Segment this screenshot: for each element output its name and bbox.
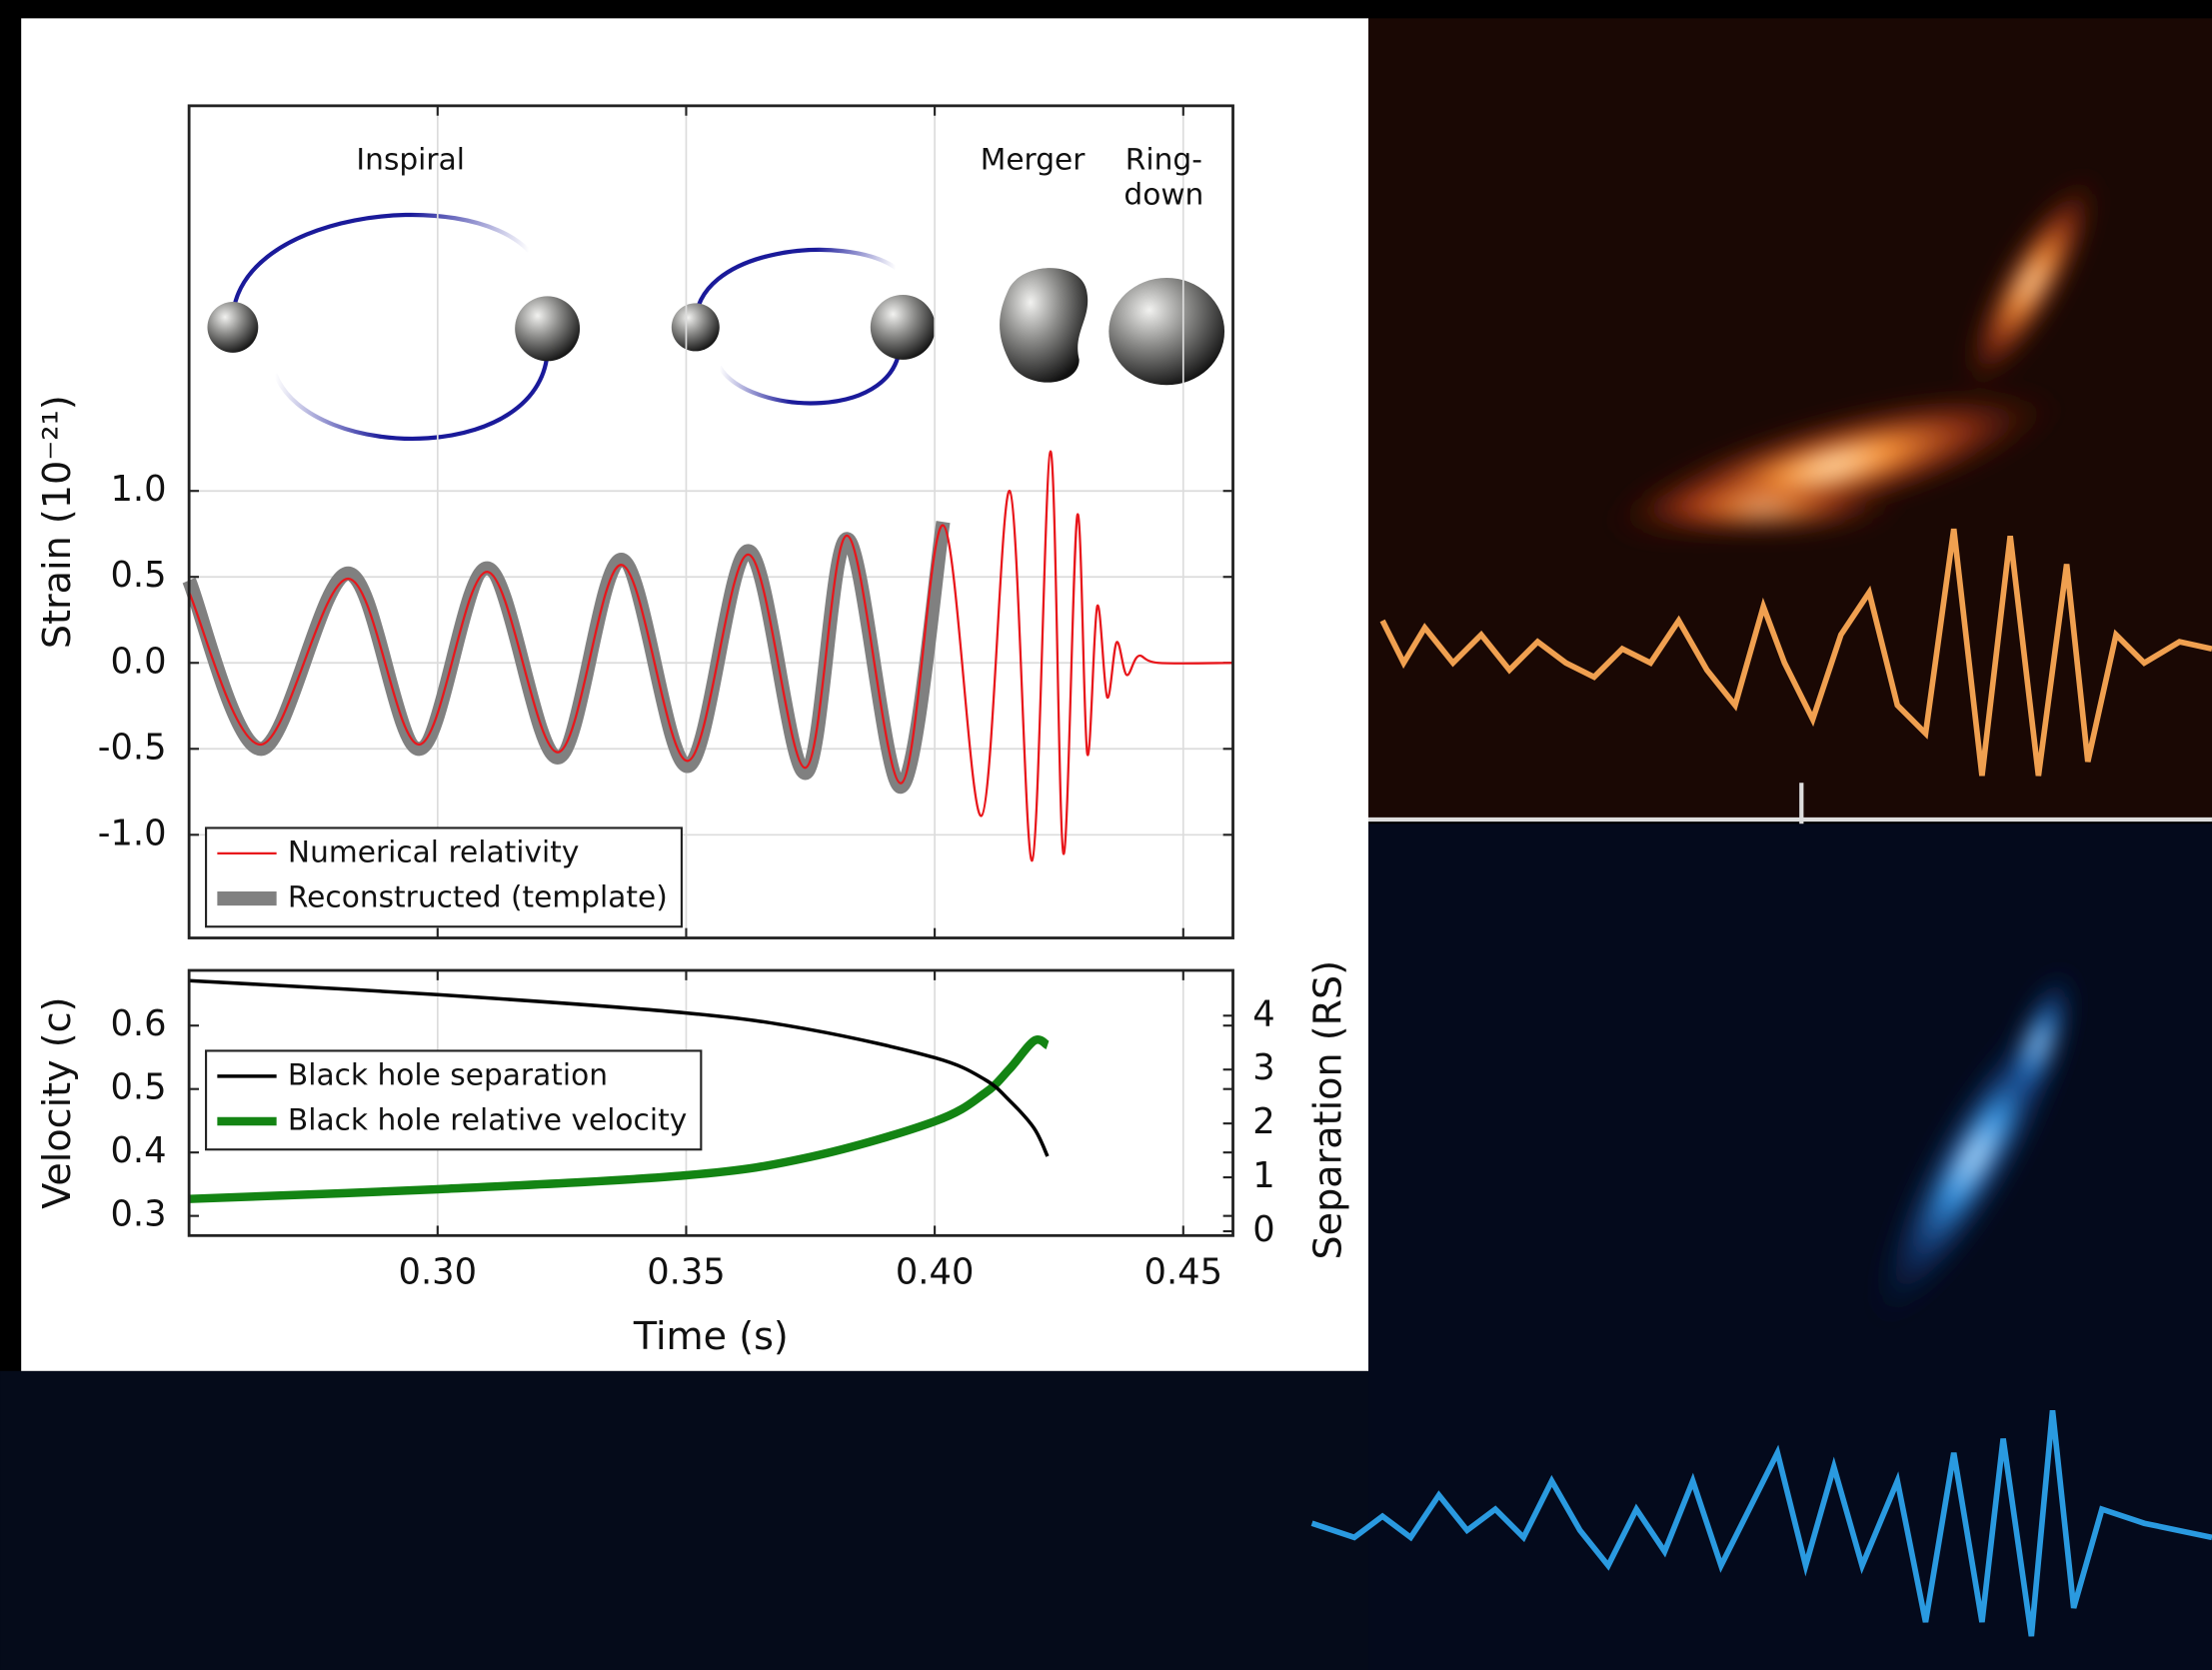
legend-label: Black hole separation (288, 1056, 608, 1091)
y-tick-label: -1.0 (98, 813, 167, 853)
x-tick-label: 0.30 (399, 1251, 478, 1292)
plot-frame (187, 968, 1234, 1237)
line-series (188, 1035, 1051, 1203)
x-tick-label: 0.35 (647, 1251, 726, 1292)
chart: -1.0 -0.5 0.0 0.5 1.0 Numerical relativity Rec… (35, 104, 1234, 939)
plot-frame (187, 104, 1234, 939)
orange-chirp (1601, 171, 2101, 545)
legend-label: Black hole relative velocity (288, 1101, 687, 1136)
y-tick-label: 0.6 (110, 1003, 166, 1044)
y2-axis-label: Separation (RS) (1305, 960, 1349, 1260)
y-tick-label: 0.4 (110, 1130, 166, 1171)
blue-spectrogram (1368, 824, 2212, 1670)
blue-strip (0, 1370, 1369, 1670)
y2-tick-label: 0 (1252, 1209, 1274, 1250)
line-series (189, 978, 1050, 1157)
y2-tick-label: 3 (1252, 1047, 1274, 1088)
y-tick-label: 0.5 (110, 555, 166, 596)
y-tick-label: 0.3 (110, 1194, 166, 1235)
annotation: Inspiral (356, 141, 465, 176)
y-axis-label: Strain (10⁻²¹) (35, 395, 79, 649)
y-tick-label: -0.5 (98, 727, 167, 768)
orange-spectrogram (1368, 18, 2212, 819)
orange-waveform (1379, 528, 2212, 777)
legend-label: Reconstructed (template) (288, 879, 668, 914)
y2-tick-label: 4 (1252, 993, 1274, 1034)
legend-box (205, 827, 683, 928)
line-series (188, 450, 1233, 862)
y-tick-label: 0.5 (110, 1067, 166, 1108)
blue-waveform (1310, 1410, 2212, 1637)
orbit-illustration (207, 212, 1225, 442)
blue-chirp (1869, 963, 2081, 1329)
x-axis-label: Time (s) (633, 1314, 789, 1358)
annotation: down (1123, 177, 1203, 212)
y-axis-label: Velocity (c) (35, 997, 79, 1209)
y-tick-label: 1.0 (110, 469, 166, 510)
legend-label: Numerical relativity (288, 834, 579, 868)
y2-tick-label: 2 (1252, 1101, 1274, 1142)
x-tick-label: 0.40 (896, 1251, 975, 1292)
annotation: Merger (981, 141, 1086, 176)
x-tick-label: 0.45 (1144, 1251, 1223, 1292)
annotation: Ring- (1125, 141, 1202, 176)
y2-tick-label: 1 (1252, 1155, 1274, 1196)
chart: 0.30 0.35 0.40 0.45 0.3 0.4 0.5 0.6 0 1 2 3 4 Black h… (35, 960, 1350, 1358)
legend-box (205, 1049, 703, 1151)
y-tick-label: 0.0 (110, 641, 166, 682)
line-series (182, 521, 951, 795)
